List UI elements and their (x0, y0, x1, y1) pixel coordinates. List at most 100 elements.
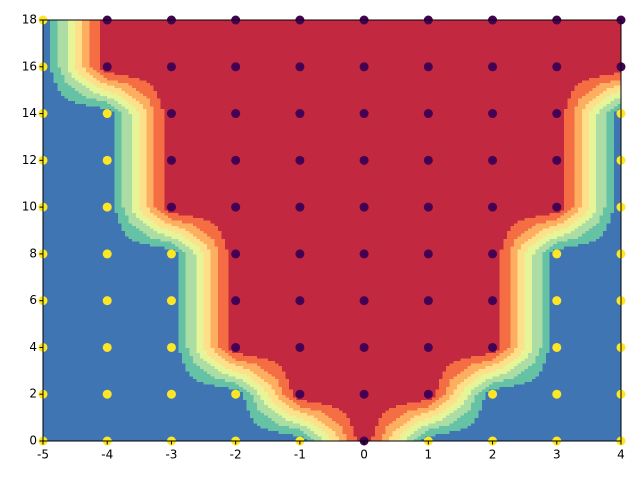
contour-cell (592, 212, 604, 216)
contour-cell (185, 274, 198, 278)
contour-cell (381, 412, 404, 416)
contour-cell (571, 230, 586, 234)
contour-cell (142, 103, 151, 107)
contour-cell (499, 326, 511, 330)
contour-cell (43, 51, 51, 55)
contour-cell (613, 175, 622, 180)
contour-cell (556, 116, 565, 120)
contour-cell (492, 383, 515, 388)
contour-cell (492, 152, 558, 156)
scatter-point (102, 62, 112, 72)
contour-cell (217, 279, 230, 284)
contour-cell (428, 147, 494, 151)
contour-cell (299, 58, 365, 63)
contour-cell (249, 376, 262, 380)
contour-cell (121, 134, 133, 138)
contour-cell (107, 355, 173, 359)
contour-cell (82, 22, 90, 26)
contour-cell (196, 300, 205, 304)
contour-cell (503, 365, 515, 369)
contour-cell (235, 103, 301, 107)
contour-cell (613, 84, 622, 89)
contour-cell (107, 350, 173, 354)
contour-cell (556, 139, 565, 143)
contour-cell (296, 402, 301, 406)
contour-cell (428, 84, 494, 89)
contour-cell (581, 160, 590, 164)
contour-cell (492, 269, 501, 273)
contour-cell (217, 360, 230, 364)
contour-cell (153, 129, 165, 133)
contour-cell (210, 324, 219, 328)
contour-cell (228, 352, 237, 356)
contour-cell (339, 422, 351, 427)
contour-cell (146, 196, 155, 200)
contour-cell (171, 222, 194, 226)
contour-cell (235, 69, 301, 73)
contour-cell (521, 243, 533, 247)
y-tick-label: 14 (22, 106, 37, 120)
contour-cell (499, 295, 511, 299)
contour-cell (588, 183, 597, 187)
contour-cell (299, 404, 333, 408)
contour-cell (428, 334, 494, 338)
contour-cell (524, 321, 533, 325)
contour-cell (171, 188, 237, 193)
contour-cell (43, 43, 51, 47)
contour-cell (64, 77, 76, 81)
contour-cell (549, 282, 558, 286)
contour-cell (107, 97, 115, 102)
contour-cell (235, 175, 301, 180)
contour-cell (185, 298, 198, 302)
contour-cell (574, 191, 583, 195)
contour-cell (107, 199, 115, 203)
contour-cell (50, 38, 58, 42)
contour-cell (364, 56, 429, 60)
contour-cell (196, 339, 205, 343)
contour-cell (107, 389, 173, 393)
contour-cell (556, 370, 622, 375)
contour-cell (100, 32, 108, 37)
contour-cell (114, 155, 123, 159)
contour-cell (242, 365, 262, 369)
contour-cell (217, 326, 230, 330)
contour-cell (171, 152, 237, 156)
contour-cell (556, 147, 565, 151)
contour-cell (89, 61, 101, 65)
contour-cell (139, 131, 148, 135)
contour-cell (588, 126, 597, 130)
contour-cell (542, 243, 554, 247)
contour-cell (606, 142, 615, 146)
contour-cell (535, 214, 558, 219)
contour-cell (235, 217, 301, 221)
contour-cell (257, 391, 269, 395)
contour-cell (43, 105, 101, 109)
contour-cell (196, 347, 205, 351)
contour-cell (89, 40, 101, 44)
contour-cell (485, 378, 494, 382)
contour-cell (578, 217, 590, 221)
contour-cell (524, 251, 536, 255)
contour-cell (196, 324, 205, 328)
contour-cell (267, 370, 287, 375)
contour-cell (67, 61, 76, 65)
contour-cell (556, 334, 622, 338)
contour-cell (499, 334, 511, 338)
contour-cell (303, 435, 312, 440)
contour-cell (563, 168, 576, 172)
contour-cell (235, 173, 301, 177)
contour-cell (428, 214, 494, 219)
contour-cell (299, 51, 365, 55)
contour-cell (574, 212, 586, 216)
contour-cell (107, 246, 165, 250)
contour-cell (121, 162, 133, 167)
contour-cell (556, 264, 622, 268)
scatter-point (166, 296, 176, 306)
contour-cell (75, 87, 90, 91)
contour-cell (421, 412, 429, 416)
contour-cell (364, 321, 429, 325)
contour-cell (235, 61, 301, 65)
contour-cell (574, 152, 583, 156)
contour-cell (43, 415, 108, 419)
contour-cell (364, 357, 429, 362)
